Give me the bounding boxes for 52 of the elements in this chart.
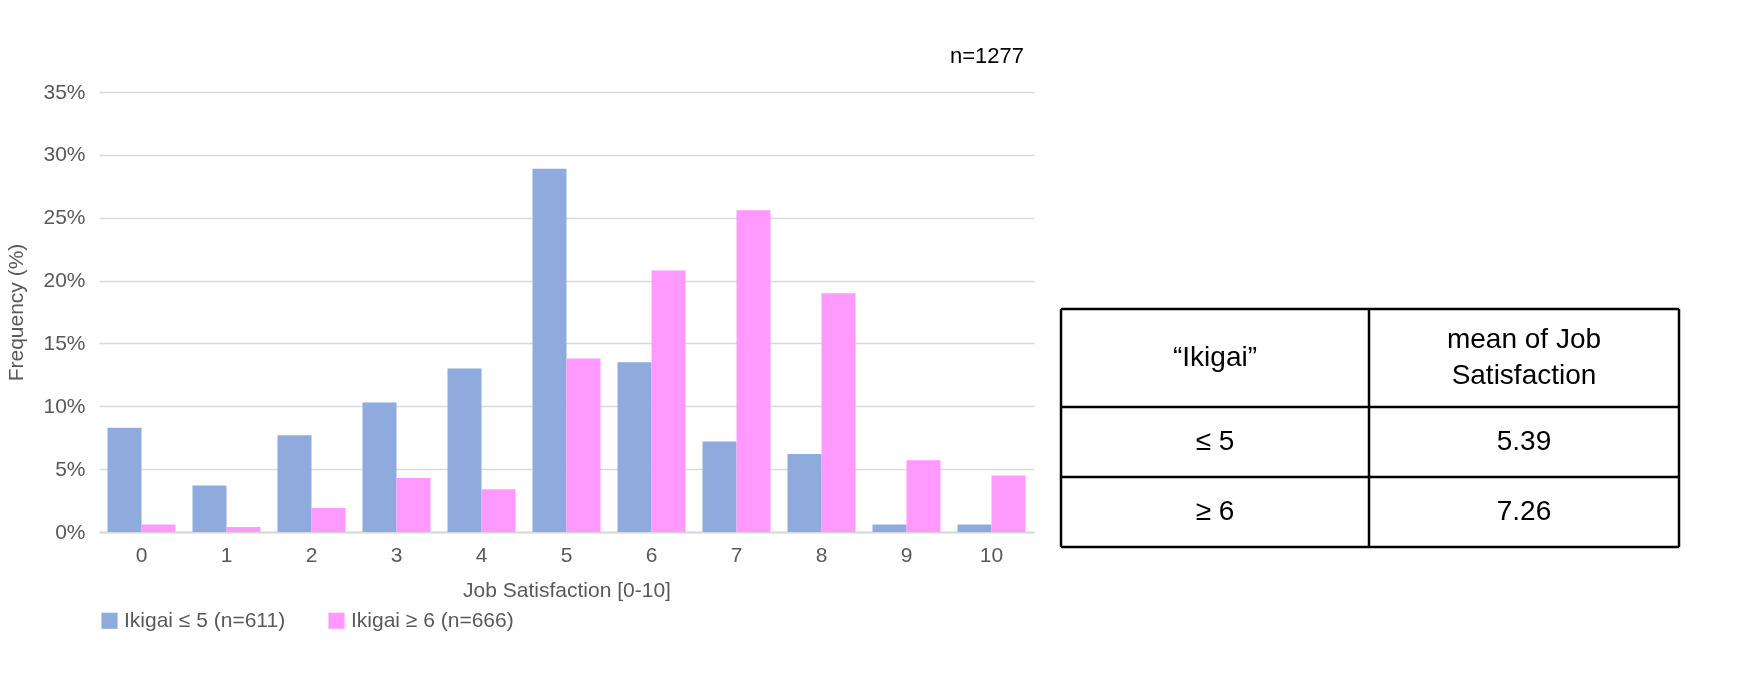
x-tick-label: 5 [560, 542, 573, 566]
y-tick-label: 30% [43, 142, 86, 166]
bar [821, 293, 856, 532]
text: 5.39 [1496, 425, 1552, 456]
y-tick-label: 5% [55, 456, 86, 480]
bar [532, 168, 567, 532]
x-tick-label: 8 [815, 542, 828, 566]
bar [396, 477, 431, 532]
bar [651, 270, 686, 532]
bar [787, 454, 822, 532]
text: ≥ 6 [1195, 495, 1235, 526]
bar [957, 524, 992, 532]
bar [107, 427, 142, 532]
x-tick-label: 0 [135, 542, 148, 566]
bar [447, 368, 482, 532]
x-axis-title: Job Satisfaction [0-10] [463, 577, 671, 601]
bar [872, 524, 907, 532]
bar [566, 358, 601, 532]
bar [617, 362, 652, 532]
x-tick-label: 1 [220, 542, 233, 566]
bar [702, 441, 737, 532]
y-axis-title: Frequency (%) [4, 243, 28, 382]
text: “Ikigai” [1172, 341, 1258, 372]
text: mean of Job Satisfaction [1446, 323, 1602, 390]
bar [362, 402, 397, 532]
y-tick-label: 0% [55, 519, 86, 543]
x-tick-label: 3 [390, 542, 403, 566]
y-tick-label: 15% [43, 330, 86, 354]
y-tick-label: 20% [43, 268, 86, 292]
bar [226, 526, 261, 532]
text: 7.26 [1496, 495, 1552, 526]
x-tick-label: 7 [730, 542, 743, 566]
bar [192, 485, 227, 532]
bar [906, 460, 941, 532]
y-tick-label: 25% [43, 205, 86, 229]
bar [311, 508, 346, 532]
bar [141, 524, 176, 532]
x-tick-label: 9 [900, 542, 913, 566]
y-tick-label: 35% [43, 79, 86, 103]
text: n=1277 [949, 43, 1024, 68]
x-tick-label: 2 [305, 542, 318, 566]
bar [991, 475, 1026, 532]
text: ≤ 5 [1195, 425, 1235, 456]
y-tick-label: 10% [43, 393, 86, 417]
x-tick-label: 10 [979, 542, 1004, 566]
bar [481, 489, 516, 532]
x-tick-label: 4 [475, 542, 488, 566]
x-tick-label: 6 [645, 542, 658, 566]
legend-label: Ikigai ≤ 5 (n=611) [124, 607, 286, 631]
bar [736, 210, 771, 532]
bar [277, 435, 312, 532]
legend-label: Ikigai ≥ 6 (n=666) [351, 607, 514, 631]
